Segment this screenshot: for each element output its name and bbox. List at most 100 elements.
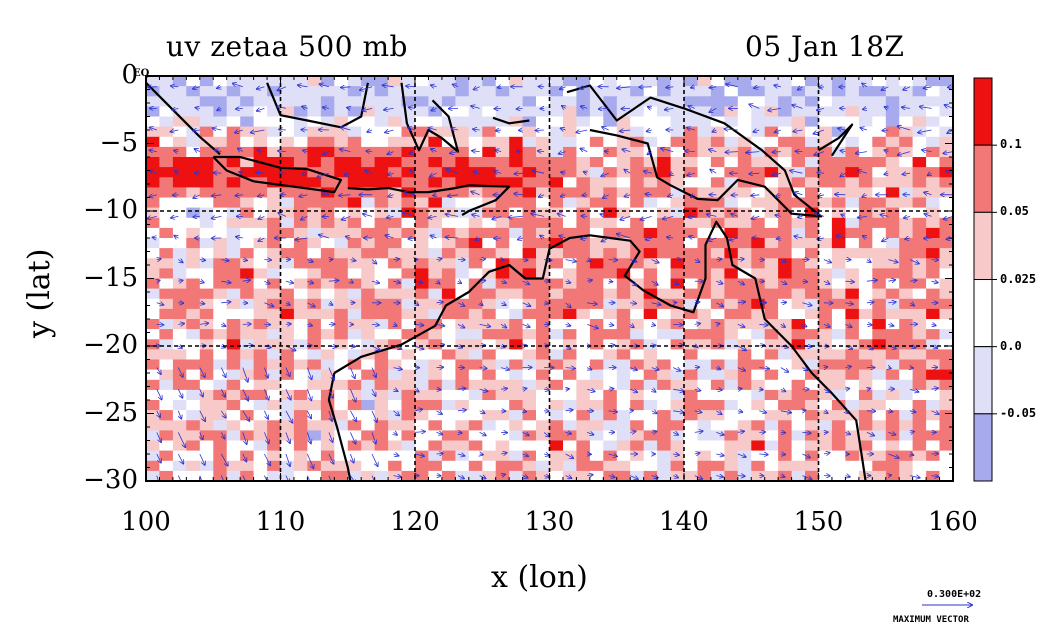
wind-vector	[285, 324, 291, 325]
field-cell	[603, 420, 618, 431]
field-cell	[347, 298, 362, 310]
field-cell	[939, 379, 953, 391]
field-cell	[657, 379, 672, 391]
field-cell	[858, 227, 873, 239]
field-cell	[267, 278, 282, 290]
field-cell	[401, 136, 416, 148]
field-cell	[468, 349, 483, 361]
field-cell	[603, 177, 618, 188]
field-cell	[428, 227, 443, 239]
field-cell	[495, 288, 510, 300]
field-cell	[805, 167, 820, 178]
wind-vector	[339, 195, 351, 196]
field-cell	[374, 308, 389, 320]
field-cell	[912, 369, 927, 381]
field-cell	[845, 349, 860, 361]
wind-vector	[587, 475, 593, 476]
field-cell	[320, 349, 335, 361]
field-cell	[293, 440, 308, 452]
field-cell	[630, 106, 645, 118]
wind-vector	[565, 476, 572, 479]
field-cell	[670, 420, 685, 431]
field-cell	[146, 339, 160, 350]
field-cell	[361, 339, 376, 350]
field-cell	[684, 227, 699, 239]
field-cell	[307, 197, 322, 209]
field-cell	[912, 96, 927, 107]
field-cell	[468, 440, 483, 452]
field-cell	[549, 349, 564, 361]
field-cell	[912, 359, 927, 371]
field-cell	[576, 167, 591, 178]
field-cell	[791, 258, 806, 269]
field-cell	[751, 268, 766, 280]
field-cell	[657, 470, 672, 481]
field-cell	[320, 238, 335, 249]
field-cell	[549, 440, 564, 452]
field-cell	[334, 410, 349, 421]
field-cell	[684, 167, 699, 178]
field-cell	[213, 359, 228, 371]
field-cell	[724, 420, 739, 431]
wind-vector	[394, 432, 398, 435]
field-cell	[307, 177, 322, 188]
field-cell	[630, 339, 645, 350]
field-cell	[549, 460, 564, 472]
field-cell	[710, 339, 725, 350]
wind-vector	[200, 432, 203, 439]
field-cell	[563, 460, 577, 472]
field-cell	[603, 308, 618, 320]
wind-vector	[673, 368, 680, 371]
wind-vector	[840, 173, 846, 176]
field-cell	[778, 440, 793, 452]
field-cell	[643, 308, 658, 320]
field-cell	[509, 349, 524, 361]
colorbar-label: 0.025	[1000, 271, 1037, 286]
field-cell	[253, 96, 268, 107]
field-cell	[563, 76, 577, 87]
field-cell	[737, 157, 752, 168]
field-cell	[710, 440, 725, 452]
wind-vector	[923, 87, 932, 89]
field-cell	[347, 157, 362, 168]
field-cell	[199, 258, 214, 269]
field-cell	[737, 106, 752, 118]
field-cell	[805, 369, 820, 381]
field-cell	[455, 470, 470, 481]
field-cell	[401, 227, 416, 239]
field-cell	[764, 217, 779, 229]
field-cell	[146, 258, 160, 269]
field-cell	[320, 389, 335, 401]
field-cell	[616, 227, 631, 239]
field-cell	[159, 126, 174, 138]
wind-vector	[301, 216, 308, 219]
field-cell	[885, 268, 900, 280]
wind-vector	[608, 260, 618, 261]
field-cell	[845, 389, 860, 401]
field-cell	[549, 308, 564, 320]
field-cell	[858, 298, 873, 310]
wind-vector	[393, 281, 401, 283]
field-cell	[468, 470, 483, 481]
wind-vector	[285, 367, 290, 377]
field-cell	[213, 400, 228, 411]
wind-vector	[780, 454, 786, 455]
field-cell	[293, 177, 308, 188]
field-cell	[146, 400, 160, 411]
wind-vector	[242, 475, 247, 481]
field-cell	[845, 207, 860, 219]
field-cell	[563, 187, 577, 199]
wind-vector	[475, 238, 480, 240]
field-cell	[563, 146, 577, 158]
field-cell	[805, 440, 820, 452]
wind-vector	[737, 431, 744, 432]
wind-vector	[501, 388, 507, 389]
wind-vector	[436, 324, 445, 326]
field-cell	[630, 136, 645, 148]
field-cell	[159, 460, 174, 472]
field-cell	[616, 207, 631, 219]
field-cell	[199, 177, 214, 188]
field-cell	[267, 248, 282, 259]
wind-vector	[651, 280, 658, 285]
wind-vector	[824, 411, 828, 413]
